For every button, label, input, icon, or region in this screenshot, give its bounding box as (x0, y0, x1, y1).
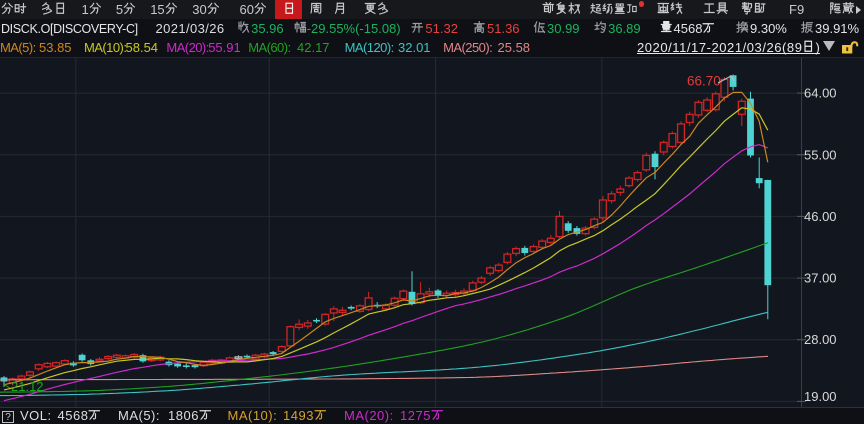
svg-text:37.00: 37.00 (804, 271, 837, 286)
svg-text:28.00: 28.00 (804, 332, 837, 347)
svg-text:55.00: 55.00 (804, 147, 837, 162)
svg-text:46.00: 46.00 (804, 209, 837, 224)
svg-text:64.00: 64.00 (804, 86, 837, 101)
svg-text:19.00: 19.00 (804, 389, 837, 404)
svg-text:66.70: 66.70 (687, 74, 721, 89)
svg-text:21.12: 21.12 (11, 379, 44, 394)
